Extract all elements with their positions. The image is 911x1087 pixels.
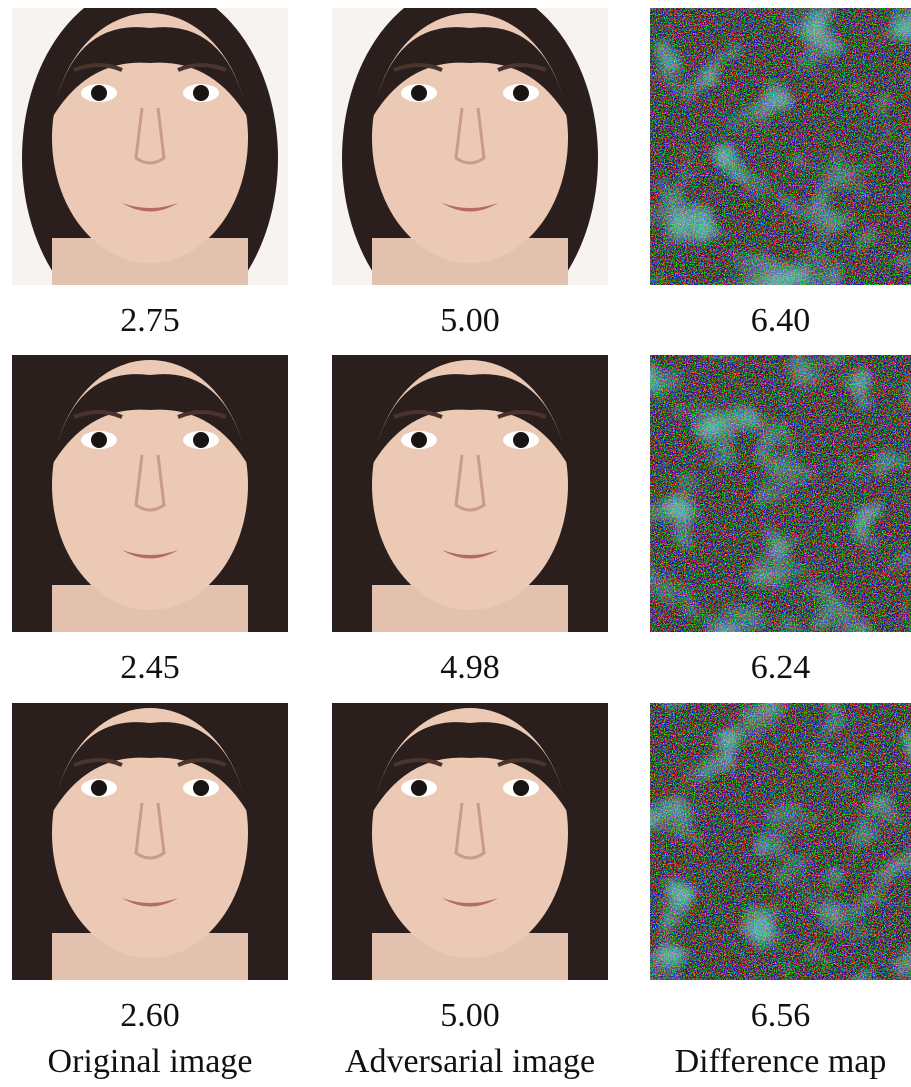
body: 2.75 5.00 6.40 2.45 4.98 6.24 2.60 5.00 6.56 Orig… <box>0 0 911 1087</box>
noise-blotch <box>650 703 911 980</box>
score: 2.45 <box>120 649 180 686</box>
face-image <box>332 330 608 680</box>
score: 4.98 <box>440 649 500 686</box>
face-image <box>12 330 288 680</box>
column-label: Original image <box>48 1043 253 1080</box>
face-drawing <box>342 330 598 680</box>
face-drawing <box>22 330 278 680</box>
score: 5.00 <box>440 997 500 1034</box>
face-drawing <box>342 0 598 333</box>
noise-blotch <box>650 8 911 285</box>
face-image <box>332 0 608 333</box>
difference-map <box>650 703 911 980</box>
difference-map <box>650 355 911 632</box>
column-label: Adversarial image <box>345 1043 595 1080</box>
face-drawing <box>342 678 598 1028</box>
face-image <box>12 0 288 333</box>
face-image <box>332 678 608 1028</box>
face-drawing <box>22 678 278 1028</box>
page: Figure {"figure": { "rows": [ {"scores":… <box>0 0 911 1087</box>
score: 2.75 <box>120 302 180 339</box>
column-label: Difference map <box>675 1043 887 1080</box>
difference-map <box>650 8 911 285</box>
figure: 2.75 5.00 6.40 2.45 4.98 6.24 2.60 5.00 6.56 Orig… <box>0 0 911 1087</box>
score: 5.00 <box>440 302 500 339</box>
score: 6.56 <box>751 997 811 1034</box>
face-image <box>12 678 288 1028</box>
noise-blotch <box>650 355 911 632</box>
score: 6.24 <box>751 649 811 686</box>
score: 6.40 <box>751 302 811 339</box>
score: 2.60 <box>120 997 180 1034</box>
face-drawing <box>22 0 278 333</box>
